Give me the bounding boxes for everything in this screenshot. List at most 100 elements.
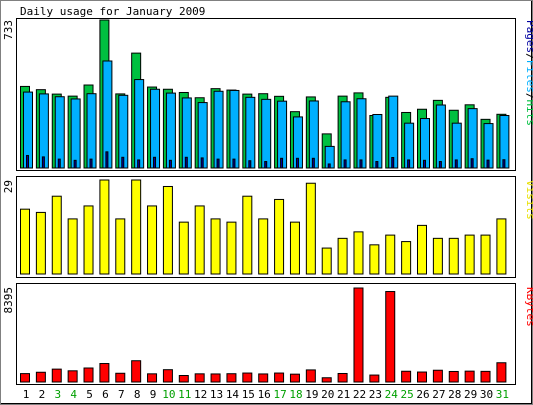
kbytes-bar-day-7 xyxy=(115,372,126,383)
kbytes-bar-day-19 xyxy=(305,369,316,383)
files-bar-day-5 xyxy=(86,93,97,169)
panel-box-kbytes xyxy=(16,283,516,385)
y-max-label-kbytes: 8395 xyxy=(2,287,15,314)
visits-bar-day-9 xyxy=(147,205,158,275)
files-bar-day-13 xyxy=(213,90,224,169)
visits-bar-day-8 xyxy=(131,179,142,275)
pages-bar-day-12 xyxy=(200,157,204,169)
pages-bar-day-8 xyxy=(137,159,141,169)
kbytes-bar-day-10 xyxy=(162,369,173,383)
files-bar-day-21 xyxy=(340,101,351,169)
pages-bar-day-28 xyxy=(454,159,458,169)
day-label-28: 28 xyxy=(448,388,461,401)
visits-bar-day-26 xyxy=(417,224,427,275)
visits-bar-day-25 xyxy=(401,241,412,275)
files-bar-day-22 xyxy=(356,98,367,169)
kbytes-bar-day-8 xyxy=(131,360,142,383)
pages-bar-day-22 xyxy=(359,159,363,169)
day-label-1: 1 xyxy=(23,388,30,401)
visits-bar-day-17 xyxy=(274,198,285,275)
day-label-26: 26 xyxy=(416,388,429,401)
pages-bar-day-5 xyxy=(89,158,93,169)
pages-bar-day-6 xyxy=(105,151,109,169)
visits-bar-day-29 xyxy=(464,234,475,275)
day-label-2: 2 xyxy=(39,388,46,401)
kbytes-bar-day-25 xyxy=(401,370,412,383)
files-bar-day-16 xyxy=(261,98,272,169)
visits-bar-day-22 xyxy=(353,231,364,275)
day-label-7: 7 xyxy=(118,388,125,401)
day-label-19: 19 xyxy=(305,388,318,401)
day-label-11: 11 xyxy=(178,388,191,401)
day-label-17: 17 xyxy=(273,388,286,401)
day-label-14: 14 xyxy=(226,388,240,401)
kbytes-bar-day-24 xyxy=(385,291,396,383)
kbytes-bar-day-16 xyxy=(258,373,269,383)
legend-files: Files xyxy=(524,60,533,93)
legend-hits-panel: Pages/Files/Hits xyxy=(524,20,533,126)
visits-bar-day-18 xyxy=(289,221,300,275)
y-max-label-hits: 733 xyxy=(2,20,15,40)
visits-bar-day-20 xyxy=(321,247,332,275)
day-label-10: 10 xyxy=(162,388,175,401)
x-axis-day-labels: 1 2 3 4 5 6 7 8 9 10 11 12 13 14 15 16 17 18 19 20 21 22 23 24 2… xyxy=(23,388,509,401)
pages-bar-day-26 xyxy=(423,159,426,169)
day-label-16: 16 xyxy=(258,388,271,401)
kbytes-bar-day-14 xyxy=(226,373,237,383)
day-label-13: 13 xyxy=(210,388,223,401)
visits-bar-day-5 xyxy=(83,205,94,275)
kbytes-bar-day-9 xyxy=(147,373,158,383)
panel-box-hits xyxy=(16,18,516,171)
pages-bar-day-20 xyxy=(327,163,331,169)
files-bar-day-15 xyxy=(245,96,256,169)
pages-bar-day-27 xyxy=(438,161,442,169)
visits-bar-day-2 xyxy=(35,211,46,275)
files-bar-day-9 xyxy=(150,88,161,169)
kbytes-bar-day-6 xyxy=(99,363,110,383)
day-label-25: 25 xyxy=(400,388,413,401)
pages-bar-day-3 xyxy=(57,158,61,169)
visits-bar-day-4 xyxy=(67,218,78,275)
day-label-29: 29 xyxy=(464,388,477,401)
visits-bar-day-12 xyxy=(194,205,205,275)
day-label-8: 8 xyxy=(134,388,141,401)
visits-bar-day-27 xyxy=(432,237,443,275)
kbytes-bar-day-17 xyxy=(274,372,285,383)
kbytes-bar-day-23 xyxy=(369,374,380,383)
visits-bar-day-13 xyxy=(210,218,221,275)
pages-bar-day-15 xyxy=(248,160,252,169)
visits-bar-day-28 xyxy=(448,237,459,275)
visits-bar-day-24 xyxy=(385,234,396,275)
kbytes-bar-day-2 xyxy=(35,371,46,383)
visits-bar-day-11 xyxy=(178,221,189,275)
legend-hits: Hits xyxy=(524,100,533,127)
visits-bar-day-1 xyxy=(20,208,30,275)
pages-bar-day-11 xyxy=(184,156,188,169)
pages-bar-day-25 xyxy=(407,159,411,169)
day-label-22: 22 xyxy=(353,388,366,401)
day-label-30: 30 xyxy=(480,388,493,401)
visits-bar-day-30 xyxy=(480,234,491,275)
day-label-31: 31 xyxy=(496,388,509,401)
visits-bar-day-23 xyxy=(369,244,380,275)
pages-bar-day-4 xyxy=(73,159,77,169)
day-label-20: 20 xyxy=(321,388,334,401)
chart-title: Daily usage for January 2009 xyxy=(20,5,205,18)
kbytes-bar-day-3 xyxy=(51,368,62,383)
kbytes-bar-day-29 xyxy=(464,370,475,383)
pages-bar-day-16 xyxy=(264,161,268,169)
pages-bar-day-21 xyxy=(343,159,347,169)
y-max-label-visits: 29 xyxy=(2,180,15,193)
pages-bar-day-7 xyxy=(121,156,125,169)
kbytes-bar-day-4 xyxy=(67,370,78,383)
pages-bar-day-1 xyxy=(26,154,29,169)
visits-bar-day-15 xyxy=(242,195,253,275)
pages-bar-day-17 xyxy=(280,157,284,169)
legend-visits: Visits xyxy=(524,180,533,220)
visits-bar-day-10 xyxy=(162,185,173,275)
panel-box-visits xyxy=(16,176,516,278)
kbytes-bar-day-26 xyxy=(417,371,427,383)
visits-bar-day-3 xyxy=(51,195,62,275)
